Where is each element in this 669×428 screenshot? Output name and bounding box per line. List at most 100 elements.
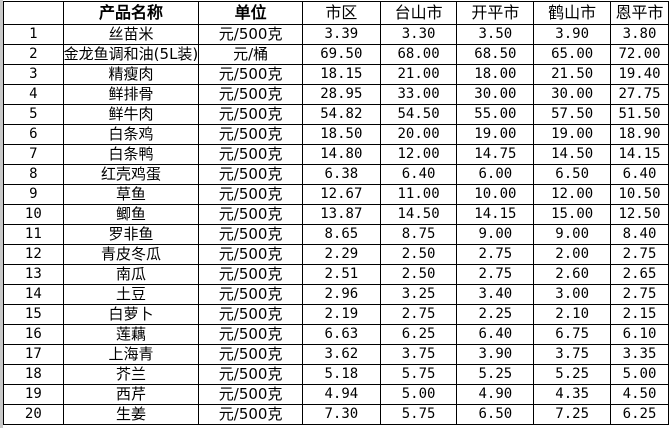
price-cell[interactable]: 3.62 bbox=[301, 344, 381, 365]
price-cell[interactable]: 6.25 bbox=[610, 404, 669, 425]
price-cell[interactable]: 5.18 bbox=[301, 364, 381, 385]
price-cell[interactable]: 12.00 bbox=[379, 144, 458, 165]
unit-cell[interactable]: 元/桶 bbox=[198, 44, 303, 65]
price-cell[interactable]: 18.15 bbox=[301, 64, 381, 85]
price-cell[interactable]: 14.50 bbox=[379, 204, 458, 225]
price-cell[interactable]: 5.25 bbox=[456, 364, 535, 385]
price-cell[interactable]: 3.75 bbox=[533, 344, 612, 365]
header-city[interactable]: 恩平市 bbox=[610, 1, 669, 25]
price-cell[interactable]: 54.50 bbox=[379, 104, 458, 125]
price-cell[interactable]: 9.00 bbox=[533, 224, 612, 245]
price-cell[interactable]: 3.00 bbox=[533, 284, 612, 305]
price-cell[interactable]: 55.00 bbox=[456, 104, 535, 125]
price-cell[interactable]: 3.39 bbox=[301, 24, 381, 45]
price-cell[interactable]: 4.35 bbox=[533, 384, 612, 405]
price-cell[interactable]: 2.75 bbox=[456, 244, 535, 265]
price-cell[interactable]: 21.00 bbox=[379, 64, 458, 85]
product-name-cell[interactable]: 白条鸭 bbox=[62, 144, 200, 165]
product-name-cell[interactable]: 白条鸡 bbox=[62, 124, 200, 145]
product-name-cell[interactable]: 草鱼 bbox=[62, 184, 200, 205]
product-name-cell[interactable]: 鲜牛肉 bbox=[62, 104, 200, 125]
price-cell[interactable]: 19.00 bbox=[456, 124, 535, 145]
price-cell[interactable]: 18.00 bbox=[456, 64, 535, 85]
price-cell[interactable]: 3.30 bbox=[379, 24, 458, 45]
price-cell[interactable]: 4.90 bbox=[456, 384, 535, 405]
header-unit[interactable]: 单位 bbox=[198, 1, 303, 25]
price-cell[interactable]: 14.75 bbox=[456, 144, 535, 165]
price-cell[interactable]: 18.50 bbox=[301, 124, 381, 145]
price-cell[interactable]: 6.50 bbox=[456, 404, 535, 425]
product-name-cell[interactable]: 鲫鱼 bbox=[62, 204, 200, 225]
product-name-cell[interactable]: 南瓜 bbox=[62, 264, 200, 285]
row-number-cell[interactable]: 13 bbox=[3, 264, 64, 285]
row-number-cell[interactable]: 16 bbox=[3, 324, 64, 345]
row-number-cell[interactable]: 4 bbox=[3, 84, 64, 105]
price-cell[interactable]: 28.95 bbox=[301, 84, 381, 105]
header-city[interactable]: 鹤山市 bbox=[533, 1, 612, 25]
price-cell[interactable]: 2.15 bbox=[610, 304, 669, 325]
price-cell[interactable]: 3.75 bbox=[379, 344, 458, 365]
price-cell[interactable]: 3.50 bbox=[456, 24, 535, 45]
product-name-cell[interactable]: 精瘦肉 bbox=[62, 64, 200, 85]
price-cell[interactable]: 14.80 bbox=[301, 144, 381, 165]
price-cell[interactable]: 2.75 bbox=[610, 244, 669, 265]
product-name-cell[interactable]: 丝苗米 bbox=[62, 24, 200, 45]
unit-cell[interactable]: 元/500克 bbox=[198, 304, 303, 325]
price-cell[interactable]: 10.50 bbox=[610, 184, 669, 205]
product-name-cell[interactable]: 莲藕 bbox=[62, 324, 200, 345]
price-cell[interactable]: 21.50 bbox=[533, 64, 612, 85]
price-cell[interactable]: 3.25 bbox=[379, 284, 458, 305]
price-cell[interactable]: 6.10 bbox=[610, 324, 669, 345]
price-cell[interactable]: 12.00 bbox=[533, 184, 612, 205]
price-cell[interactable]: 4.50 bbox=[610, 384, 669, 405]
price-cell[interactable]: 2.96 bbox=[301, 284, 381, 305]
price-cell[interactable]: 5.00 bbox=[379, 384, 458, 405]
row-number-cell[interactable]: 3 bbox=[3, 64, 64, 85]
price-cell[interactable]: 69.50 bbox=[301, 44, 381, 65]
price-cell[interactable]: 30.00 bbox=[456, 84, 535, 105]
price-cell[interactable]: 12.50 bbox=[610, 204, 669, 225]
row-number-cell[interactable]: 6 bbox=[3, 124, 64, 145]
row-number-cell[interactable]: 8 bbox=[3, 164, 64, 185]
product-name-cell[interactable]: 芥兰 bbox=[62, 364, 200, 385]
unit-cell[interactable]: 元/500克 bbox=[198, 124, 303, 145]
price-cell[interactable]: 6.40 bbox=[379, 164, 458, 185]
header-city[interactable]: 台山市 bbox=[379, 1, 458, 25]
price-cell[interactable]: 6.00 bbox=[456, 164, 535, 185]
price-cell[interactable]: 6.50 bbox=[533, 164, 612, 185]
price-cell[interactable]: 7.30 bbox=[301, 404, 381, 425]
row-number-cell[interactable]: 11 bbox=[3, 224, 64, 245]
unit-cell[interactable]: 元/500克 bbox=[198, 144, 303, 165]
price-cell[interactable]: 8.65 bbox=[301, 224, 381, 245]
price-cell[interactable]: 6.40 bbox=[610, 164, 669, 185]
price-cell[interactable]: 19.00 bbox=[533, 124, 612, 145]
product-name-cell[interactable]: 白萝卜 bbox=[62, 304, 200, 325]
price-cell[interactable]: 3.40 bbox=[456, 284, 535, 305]
unit-cell[interactable]: 元/500克 bbox=[198, 84, 303, 105]
price-cell[interactable]: 9.00 bbox=[456, 224, 535, 245]
price-cell[interactable]: 2.00 bbox=[533, 244, 612, 265]
price-cell[interactable]: 2.19 bbox=[301, 304, 381, 325]
price-cell[interactable]: 2.50 bbox=[379, 264, 458, 285]
price-cell[interactable]: 12.67 bbox=[301, 184, 381, 205]
product-name-cell[interactable]: 生姜 bbox=[62, 404, 200, 425]
unit-cell[interactable]: 元/500克 bbox=[198, 184, 303, 205]
price-cell[interactable]: 4.94 bbox=[301, 384, 381, 405]
row-number-cell[interactable]: 17 bbox=[3, 344, 64, 365]
unit-cell[interactable]: 元/500克 bbox=[198, 224, 303, 245]
price-cell[interactable]: 3.90 bbox=[456, 344, 535, 365]
row-number-cell[interactable]: 14 bbox=[3, 284, 64, 305]
unit-cell[interactable]: 元/500克 bbox=[198, 204, 303, 225]
price-cell[interactable]: 5.00 bbox=[610, 364, 669, 385]
unit-cell[interactable]: 元/500克 bbox=[198, 324, 303, 345]
price-cell[interactable]: 2.75 bbox=[610, 284, 669, 305]
header-city[interactable]: 开平市 bbox=[456, 1, 535, 25]
product-name-cell[interactable]: 青皮冬瓜 bbox=[62, 244, 200, 265]
price-cell[interactable]: 2.25 bbox=[456, 304, 535, 325]
price-cell[interactable]: 14.15 bbox=[610, 144, 669, 165]
price-cell[interactable]: 51.50 bbox=[610, 104, 669, 125]
price-cell[interactable]: 3.35 bbox=[610, 344, 669, 365]
price-cell[interactable]: 54.82 bbox=[301, 104, 381, 125]
price-cell[interactable]: 65.00 bbox=[533, 44, 612, 65]
row-number-cell[interactable]: 2 bbox=[3, 44, 64, 65]
